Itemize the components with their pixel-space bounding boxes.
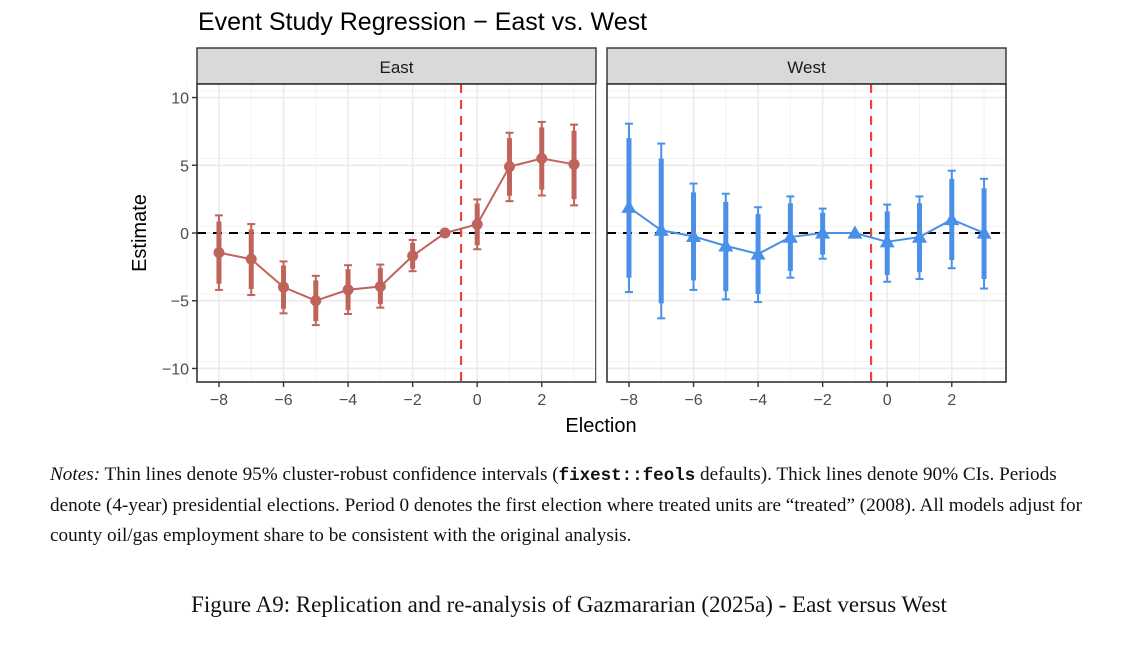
y-axis-title: Estimate [129, 194, 151, 272]
estimate-point [944, 211, 960, 226]
x-tick-label: −4 [749, 392, 767, 409]
x-tick-label: −6 [684, 392, 702, 409]
chart-title: Event Study Regression − East vs. West [198, 8, 647, 36]
estimate-point [653, 222, 669, 236]
estimate-point [374, 281, 386, 293]
panel-strip [196, 47, 597, 85]
estimate-point [911, 229, 927, 243]
figure-notes: Notes: Thin lines denote 95% cluster-rob… [50, 460, 1100, 551]
event-study-figure: Event Study Regression − East vs. West E… [129, 8, 1007, 437]
estimate-point [503, 161, 515, 173]
estimate-point [310, 295, 322, 307]
estimate-line [628, 206, 985, 256]
panel-east: East −8 −6 −4 −2 0 2 10 5 0 −5 −10 [162, 47, 597, 409]
estimate-point [245, 253, 257, 265]
x-tick-label: 0 [473, 392, 482, 409]
panel-strip-label: West [787, 58, 826, 77]
estimate-point [342, 284, 354, 296]
y-tick-label: −5 [171, 294, 189, 311]
estimate-point [471, 218, 483, 230]
estimate-point [976, 225, 992, 239]
y-tick-label: 10 [171, 91, 189, 108]
estimate-point [750, 246, 766, 260]
chart-svg: Event Study Regression − East vs. West E… [129, 8, 1007, 437]
panel-border [606, 83, 1007, 383]
estimate-point [782, 229, 798, 243]
estimate-point [621, 199, 637, 213]
notes-code: fixest::feols [558, 466, 696, 486]
panel-west: West −8 −6 −4 −2 0 2 [596, 47, 1007, 409]
x-tick-label: −2 [404, 392, 422, 409]
estimate-point [815, 225, 831, 239]
estimate-point [718, 238, 734, 252]
estimate-point [439, 227, 451, 239]
figure-caption: Figure A9: Replication and re-analysis o… [191, 592, 947, 617]
x-tick-label: 2 [947, 392, 956, 409]
estimate-point [686, 228, 702, 243]
estimate-line [218, 157, 575, 302]
y-tick-label: −10 [162, 361, 189, 378]
estimate-point [847, 225, 863, 239]
x-tick-label: −2 [814, 392, 832, 409]
y-tick-label: 5 [180, 158, 189, 175]
y-tick-label: 0 [180, 226, 189, 243]
estimate-point [568, 158, 580, 170]
x-tick-label: −4 [339, 392, 357, 409]
x-tick-label: 2 [537, 392, 546, 409]
notes-label: Notes: [50, 464, 101, 485]
x-tick-label: −8 [210, 392, 228, 409]
notes-text-2: defaults). Thick lines denote 90% CIs. P… [50, 464, 1083, 546]
estimate-point [536, 153, 548, 164]
x-axis-title: Election [565, 415, 636, 437]
panel-strip-label: East [379, 58, 413, 77]
notes-text-1: Thin lines denote 95% cluster-robust con… [100, 464, 559, 485]
x-tick-label: 0 [883, 392, 892, 409]
x-tick-label: −6 [274, 392, 292, 409]
estimate-point [407, 250, 419, 262]
estimate-point [213, 247, 225, 259]
estimate-point [278, 281, 290, 293]
estimate-point [879, 234, 895, 248]
x-tick-label: −8 [620, 392, 638, 409]
